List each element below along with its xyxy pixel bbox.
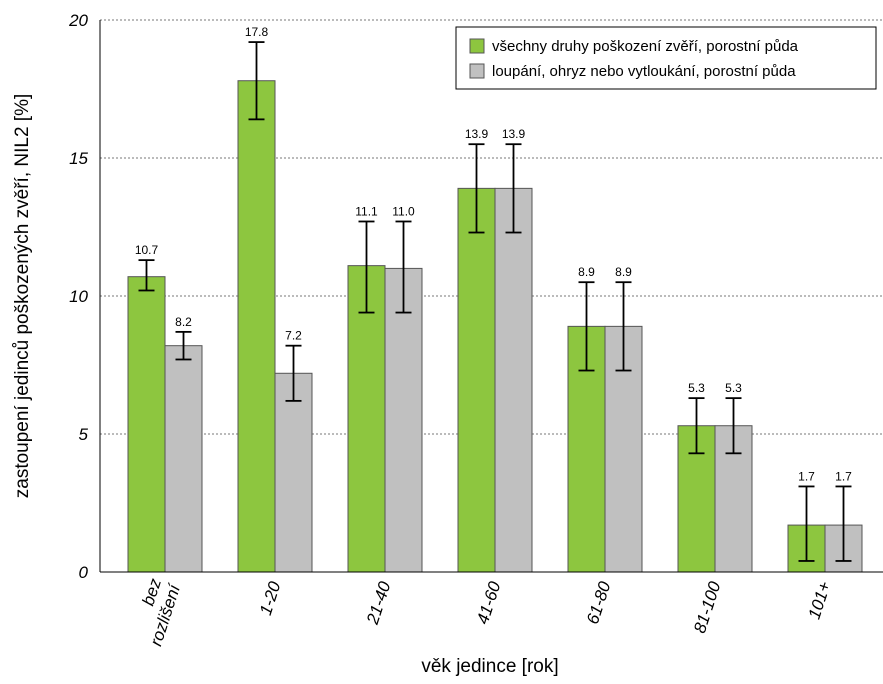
data-label: 13.9 (502, 127, 526, 141)
x-axis-title: věk jedince [rok] (421, 656, 558, 677)
legend-swatch (469, 63, 485, 79)
bar-all-damage (127, 276, 166, 573)
data-label: 17.8 (245, 25, 269, 39)
x-tick-label: 41-60 (473, 579, 505, 627)
bar-bark-browsing (384, 267, 423, 573)
bar-bark-browsing (164, 345, 203, 573)
x-tick-label: 81-100 (690, 579, 725, 636)
y-tick-label: 5 (79, 425, 89, 444)
y-axis-title: zastoupení jedinců poškozených zvěří, NI… (12, 94, 33, 499)
x-tick-label-group: 1-20 (256, 579, 285, 618)
x-tick-label-group: 81-100 (690, 579, 725, 636)
y-tick-label: 10 (69, 287, 88, 306)
legend-box (455, 26, 877, 90)
x-tick-label: 61-80 (583, 579, 615, 627)
data-label: 1.7 (798, 469, 815, 483)
x-tick-label: 1-20 (256, 579, 285, 618)
data-label: 8.9 (578, 265, 595, 279)
x-tick-label-group: 21-40 (363, 579, 395, 628)
data-label: 8.9 (615, 265, 632, 279)
y-tick-label: 15 (69, 149, 88, 168)
data-label: 11.1 (355, 204, 378, 218)
data-label: 1.7 (835, 469, 852, 483)
data-label: 7.2 (285, 329, 302, 343)
bar-all-damage (237, 80, 276, 573)
error-bars (138, 41, 852, 562)
x-tick-label: 21-40 (363, 579, 395, 628)
legend-swatch (469, 38, 485, 54)
bar-bark-browsing (494, 187, 533, 573)
y-tick-label: 0 (79, 563, 89, 582)
legend-label: všechny druhy poškození zvěří, porostní … (492, 38, 799, 55)
y-tick-label: 20 (68, 11, 88, 30)
legend: všechny druhy poškození zvěří, porostní … (455, 26, 877, 90)
data-label: 13.9 (465, 127, 489, 141)
data-label: 11.0 (392, 204, 415, 218)
bars (127, 80, 863, 573)
x-tick-label-group: 101+ (805, 579, 835, 621)
legend-label: loupání, ohryz nebo vytloukání, porostní… (492, 63, 796, 80)
data-label: 8.2 (175, 315, 192, 329)
data-label: 5.3 (725, 381, 742, 395)
bar-bark-browsing (274, 372, 313, 573)
data-labels: 10.7 8.2 17.8 7.2 11.1 11.0 13.9 13.9 8.9 8.9 5.3 5… (135, 25, 852, 483)
bar-all-damage (457, 187, 496, 573)
data-label: 10.7 (135, 243, 159, 257)
data-label: 5.3 (688, 381, 705, 395)
x-tick-label-group: 61-80 (583, 579, 615, 627)
x-tick-label: 101+ (805, 579, 835, 621)
x-tick-label-group: 41-60 (473, 579, 505, 627)
